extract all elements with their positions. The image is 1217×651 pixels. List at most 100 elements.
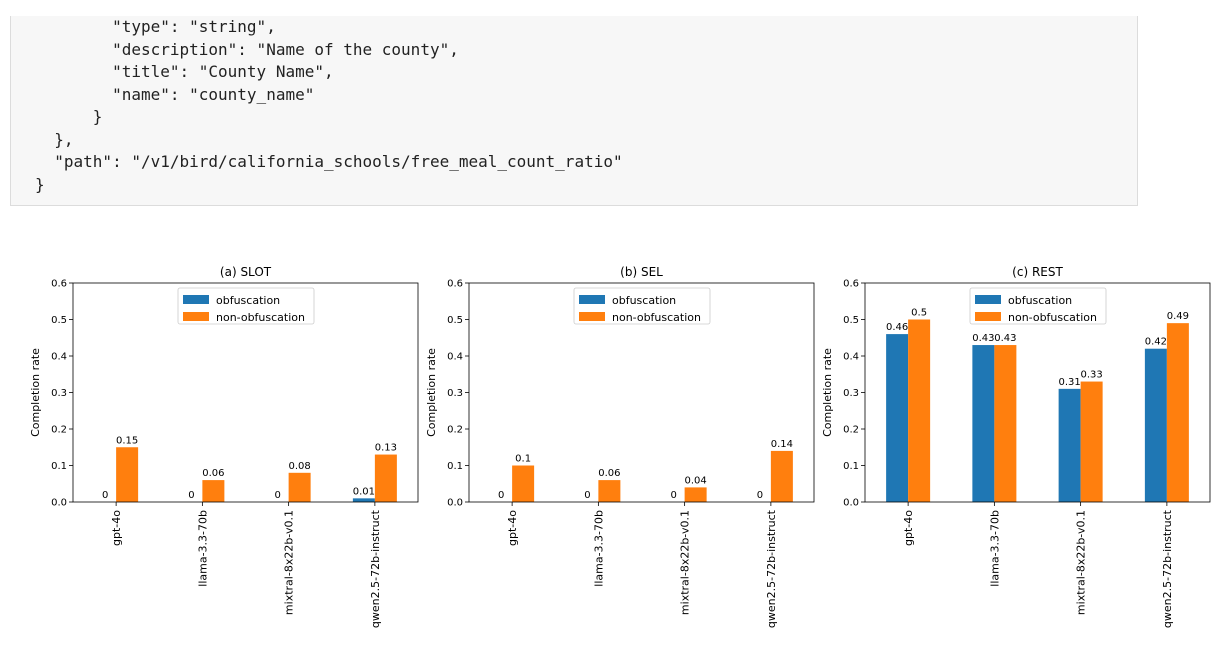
y-tick-label: 0.4 (51, 352, 67, 363)
y-tick-label: 0.1 (51, 461, 67, 472)
chart-title: (a) SLOT (220, 265, 272, 279)
bar-value-label: 0.1 (515, 454, 531, 465)
y-tick-label: 0.1 (447, 461, 463, 472)
y-tick-label: 0.2 (447, 425, 463, 436)
code-line: "name": "county_name" (35, 84, 315, 104)
y-tick-label: 0.4 (843, 352, 859, 363)
bar-value-label: 0 (188, 490, 194, 501)
x-tick-label: mixtral-8x22b-v0.1 (283, 510, 296, 615)
bar-value-label: 0 (584, 490, 590, 501)
legend-swatch (183, 295, 209, 304)
legend-label: obfuscation (1008, 294, 1072, 307)
code-line: "type": "string", (35, 17, 276, 36)
bar-obfuscation (352, 498, 375, 502)
bar-non-obfuscation (598, 480, 621, 502)
code-line: } (35, 174, 45, 194)
y-tick-label: 0.3 (51, 388, 67, 399)
x-tick-label: qwen2.5-72b-instruct (1161, 509, 1174, 628)
x-tick-label: llama-3.3-70b (592, 510, 605, 587)
bar-value-label: 0.14 (771, 439, 793, 450)
y-tick-label: 0.1 (843, 461, 859, 472)
plot-frame (468, 282, 815, 503)
legend-label: non-obfuscation (1008, 311, 1097, 324)
y-tick-label: 0.5 (843, 315, 859, 326)
bar-obfuscation (1058, 388, 1081, 502)
bar-value-label: 0.42 (1145, 337, 1167, 348)
code-line: }, (35, 129, 74, 149)
bar-value-label: 0.06 (598, 468, 620, 479)
bar-non-obfuscation (512, 465, 535, 502)
code-line: "path": "/v1/bird/california_schools/fre… (35, 152, 623, 171)
legend-label: non-obfuscation (216, 311, 305, 324)
bar-non-obfuscation (994, 345, 1017, 502)
x-tick-label: qwen2.5-72b-instruct (369, 509, 382, 628)
y-tick-label: 0.0 (843, 498, 859, 509)
bar-non-obfuscation (684, 487, 707, 502)
bar-value-label: 0.43 (972, 333, 994, 344)
y-axis-label: Completion rate (29, 348, 42, 437)
legend-swatch (975, 295, 1001, 304)
chart-title: (b) SEL (620, 265, 663, 279)
legend-swatch (579, 295, 605, 304)
bar-value-label: 0.15 (116, 435, 138, 446)
x-tick-label: gpt-4o (110, 510, 123, 546)
legend-box (177, 287, 315, 325)
bar-value-label: 0 (102, 490, 108, 501)
y-tick-label: 0.6 (447, 279, 463, 290)
x-tick-label: qwen2.5-72b-instruct (765, 509, 778, 628)
x-tick-label: llama-3.3-70b (196, 510, 209, 587)
y-tick-label: 0.6 (51, 279, 67, 290)
bar-value-label: 0 (498, 490, 504, 501)
bar-non-obfuscation (1080, 381, 1103, 502)
y-tick-label: 0.5 (51, 315, 67, 326)
y-tick-label: 0.4 (447, 352, 463, 363)
legend-label: obfuscation (612, 294, 676, 307)
legend-label: non-obfuscation (612, 311, 701, 324)
bar-value-label: 0.31 (1058, 377, 1080, 388)
charts-area: (a) SLOT Completion rate 0.0 0.1 0.2 0.3 0.4 0.… (0, 250, 1217, 651)
y-tick-label: 0.3 (447, 388, 463, 399)
bar-value-label: 0.43 (994, 333, 1016, 344)
x-tick-label: mixtral-8x22b-v0.1 (679, 510, 692, 615)
code-text: "type": "string", "description": "Name o… (11, 16, 623, 196)
legend-box (969, 287, 1107, 325)
legend-swatch (975, 312, 1001, 321)
bar-non-obfuscation (202, 480, 225, 502)
code-line: } (35, 107, 103, 126)
y-tick-label: 0.2 (51, 425, 67, 436)
x-tick-label: gpt-4o (506, 510, 519, 546)
bar-value-label: 0.33 (1080, 370, 1102, 381)
legend-swatch (183, 312, 209, 321)
legend-box (573, 287, 711, 325)
bar-non-obfuscation (1166, 323, 1189, 502)
bar-value-label: 0.04 (684, 475, 706, 486)
code-line: "description": "Name of the county", (35, 39, 459, 59)
bar-non-obfuscation (908, 319, 931, 502)
y-tick-label: 0.0 (447, 498, 463, 509)
bar-obfuscation (886, 334, 909, 502)
x-tick-label: gpt-4o (902, 510, 915, 546)
bar-value-label: 0.06 (202, 468, 224, 479)
bar-non-obfuscation (116, 447, 139, 502)
y-tick-label: 0.2 (843, 425, 859, 436)
plot-frame (864, 282, 1211, 503)
y-tick-label: 0.6 (843, 279, 859, 290)
bar-value-label: 0.5 (911, 308, 927, 319)
bar-value-label: 0 (757, 490, 763, 501)
code-block: "type": "string", "description": "Name o… (10, 16, 1138, 206)
bar-value-label: 0 (670, 490, 676, 501)
bar-charts: (a) SLOT Completion rate 0.0 0.1 0.2 0.3 0.4 0.… (29, 265, 1211, 628)
y-tick-label: 0.5 (447, 315, 463, 326)
bar-non-obfuscation (770, 450, 793, 502)
bar-obfuscation (972, 345, 995, 502)
bar-value-label: 0.01 (353, 486, 375, 497)
legend-label: obfuscation (216, 294, 280, 307)
bar-value-label: 0.08 (288, 461, 310, 472)
bar-non-obfuscation (374, 454, 397, 502)
code-line: "title": "County Name", (35, 62, 334, 81)
y-axis-label: Completion rate (425, 348, 438, 437)
bar-obfuscation (1144, 348, 1167, 502)
legend-swatch (579, 312, 605, 321)
bar-value-label: 0.13 (375, 443, 397, 454)
x-tick-label: mixtral-8x22b-v0.1 (1075, 510, 1088, 615)
